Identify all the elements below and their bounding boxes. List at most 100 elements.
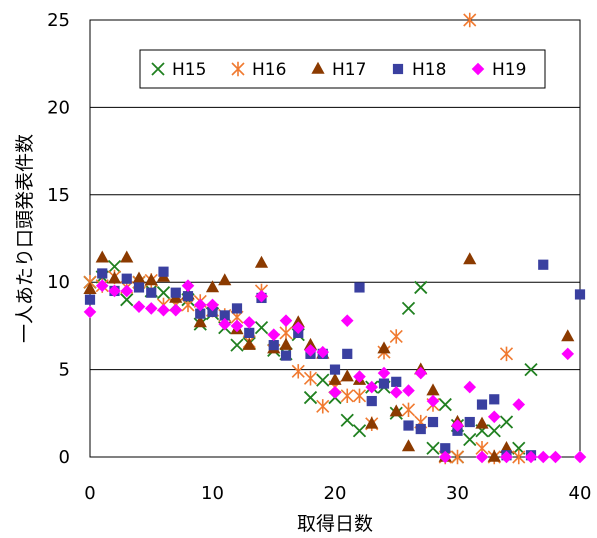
data-point	[316, 373, 330, 387]
data-point	[230, 319, 244, 333]
data-point	[377, 366, 391, 380]
data-point	[426, 383, 440, 396]
data-point	[524, 450, 538, 464]
legend-label: H19	[492, 60, 526, 80]
data-point	[561, 329, 575, 342]
legend: H15 H16 H17 H18 H19	[139, 49, 546, 89]
data-point	[132, 300, 146, 313]
data-point	[280, 350, 292, 361]
legend-marker	[471, 62, 485, 76]
data-point	[242, 316, 256, 329]
data-point	[536, 450, 550, 464]
data-point	[156, 286, 171, 300]
data-point	[107, 259, 122, 274]
data-point	[391, 376, 402, 387]
y-tick-label: 0	[59, 447, 70, 468]
data-point	[121, 273, 132, 284]
legend-label: H15	[172, 60, 206, 80]
x-tick-label: 20	[324, 483, 347, 504]
gridlines	[90, 106, 580, 371]
data-point	[303, 371, 318, 386]
data-point	[378, 378, 390, 389]
data-point	[242, 337, 256, 350]
data-point	[463, 380, 477, 394]
data-points	[83, 12, 587, 465]
data-point	[328, 372, 342, 385]
data-point	[120, 250, 134, 263]
data-point	[144, 273, 158, 286]
data-point	[170, 287, 181, 298]
data-point	[108, 284, 121, 298]
data-point	[538, 259, 549, 270]
x-tick-label: 40	[569, 483, 592, 504]
data-point	[561, 347, 575, 361]
data-point	[218, 317, 232, 331]
data-point	[120, 284, 134, 298]
data-point	[84, 294, 96, 305]
data-point	[487, 424, 501, 438]
data-point	[83, 305, 97, 319]
data-point	[389, 386, 403, 399]
data-point	[389, 404, 403, 417]
data-point	[83, 281, 97, 294]
data-point	[193, 315, 207, 328]
data-point	[450, 449, 465, 465]
legend-item-H16: H16	[231, 60, 286, 80]
legend-label: H16	[252, 60, 286, 80]
legend-item-H18: H18	[392, 60, 446, 80]
data-point	[340, 314, 354, 327]
data-point	[231, 303, 243, 314]
data-point	[463, 252, 477, 265]
data-point	[95, 250, 109, 263]
data-point	[500, 450, 513, 464]
data-point	[255, 289, 268, 303]
data-point	[316, 399, 330, 414]
x-tick-label: 30	[446, 483, 469, 504]
data-point	[144, 302, 158, 315]
x-tick-labels: 0 10 20 30 40	[84, 483, 591, 504]
data-point	[463, 12, 477, 28]
series-H18	[84, 259, 586, 461]
data-point	[254, 321, 269, 335]
y-tick-labels: 0 5 10 15 20 25	[47, 10, 70, 468]
legend-label: H18	[412, 60, 446, 80]
legend-item-H19: H19	[471, 60, 526, 80]
legend-item-H15: H15	[151, 60, 206, 80]
data-point	[146, 287, 157, 298]
data-point	[403, 420, 414, 431]
legend-item-H17: H17	[311, 60, 366, 80]
data-point	[389, 329, 403, 344]
data-point	[426, 394, 440, 408]
data-point	[352, 388, 367, 404]
data-point	[438, 397, 452, 412]
data-point	[427, 416, 439, 428]
data-point	[352, 424, 367, 438]
data-point	[414, 280, 428, 295]
x-axis-title: 取得日数	[297, 513, 373, 535]
data-point	[254, 255, 269, 268]
data-point	[182, 291, 194, 302]
data-point	[268, 340, 279, 351]
data-point	[97, 268, 108, 279]
data-point	[158, 266, 169, 277]
data-point	[230, 338, 244, 352]
data-point	[549, 450, 562, 464]
data-point	[476, 399, 488, 410]
data-point	[574, 289, 586, 300]
data-point	[512, 449, 526, 465]
data-point	[244, 327, 255, 338]
legend-label: H17	[332, 60, 366, 80]
data-point	[499, 441, 514, 454]
legend-marker	[311, 61, 325, 74]
data-point	[157, 303, 170, 317]
data-point	[463, 432, 477, 447]
data-point	[401, 402, 416, 418]
data-point	[340, 413, 354, 427]
series-H19	[83, 279, 587, 464]
data-point	[218, 273, 232, 286]
y-tick-label: 5	[59, 360, 70, 381]
data-point	[366, 395, 377, 407]
data-point	[512, 398, 526, 411]
data-point	[342, 348, 353, 359]
